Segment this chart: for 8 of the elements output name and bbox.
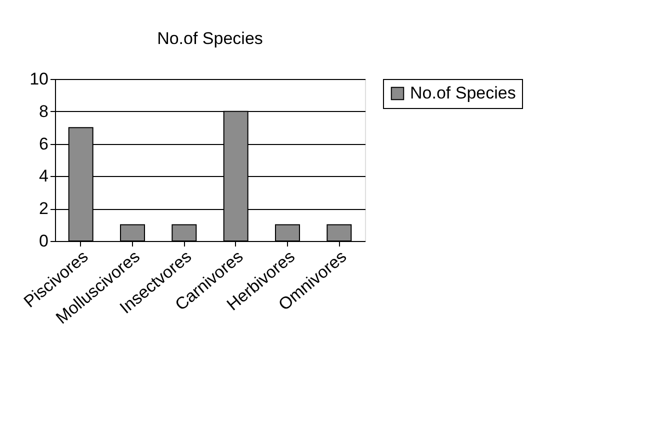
legend-label: No.of Species: [410, 84, 516, 102]
y-tick-label: 10: [30, 70, 48, 88]
y-tick-label: 4: [39, 166, 48, 186]
y-tick-label: 8: [39, 102, 48, 121]
y-tick-label: 6: [39, 134, 48, 154]
y-tick-label: 0: [39, 232, 48, 250]
chart-title: No.of Species: [157, 29, 263, 48]
y-tick-label: 2: [39, 199, 48, 218]
